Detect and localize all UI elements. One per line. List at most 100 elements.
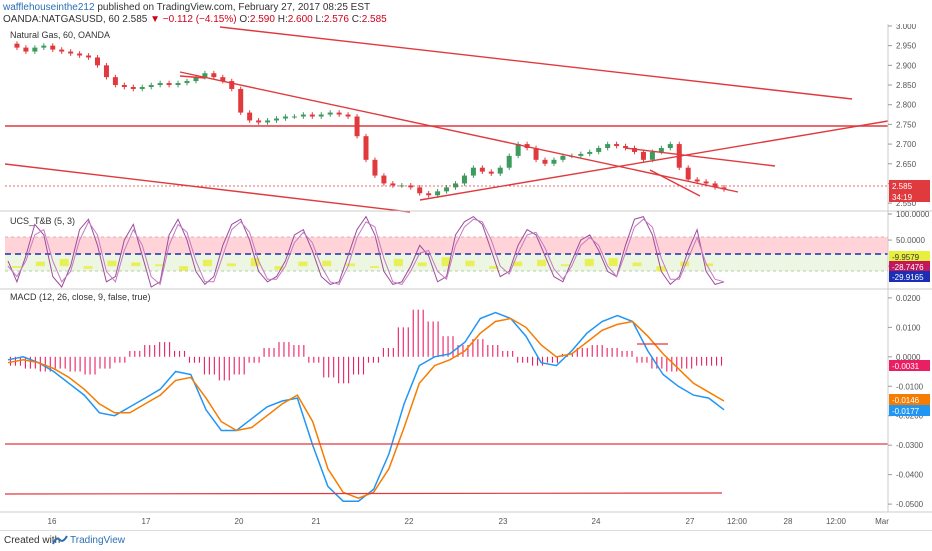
macd-line-badge: -0.0177	[892, 407, 920, 416]
macd-axis-label: -0.0400	[896, 471, 924, 480]
candle-body	[184, 81, 190, 84]
candle-body	[14, 43, 20, 48]
last-price: 2.585	[122, 14, 148, 25]
tradingview-logo-icon[interactable]	[52, 533, 68, 547]
candle-body	[417, 187, 423, 194]
symbol-label[interactable]: OANDA:NATGASUSD, 60	[3, 14, 120, 25]
trendline-descending[interactable]	[179, 71, 739, 193]
ucs-histogram-bar	[393, 258, 403, 267]
time-axis-label: 27	[686, 517, 695, 526]
candle-body	[95, 57, 100, 66]
ucs-histogram-bar	[155, 264, 165, 267]
close-value: 2.585	[361, 14, 387, 25]
ucs-histogram-bar	[537, 259, 547, 267]
candle-body	[23, 47, 29, 52]
candle-body	[256, 120, 262, 123]
ucs-histogram-bar	[370, 266, 379, 268]
ucs-histogram-bar	[107, 260, 117, 267]
candle-body	[59, 49, 65, 52]
candle-body	[229, 81, 235, 89]
ucs-axis-label: 50.0000	[896, 236, 925, 245]
candle-body	[632, 148, 637, 152]
time-axis-label: 12:00	[826, 517, 847, 526]
candle-body	[587, 151, 593, 154]
high-value: 2.600	[287, 14, 313, 25]
macd-hline-lower[interactable]	[4, 492, 723, 495]
candle-body	[605, 144, 611, 149]
candle-body	[667, 144, 673, 149]
ucs-badge-1-bg	[889, 251, 930, 262]
candle-body	[175, 83, 181, 86]
candle-body	[309, 114, 315, 117]
trendline-flag-bottom[interactable]	[649, 169, 701, 197]
chart-background	[0, 24, 932, 530]
author-link[interactable]: wafflehouseinthe212	[3, 2, 95, 13]
price-axis-label: 2.650	[896, 160, 917, 169]
publish-line: wafflehouseinthe212 published on Trading…	[3, 2, 370, 13]
candle-body	[238, 88, 244, 113]
signal-line	[7, 317, 725, 500]
price-axis-label: 2.800	[896, 101, 917, 110]
candle-body	[282, 116, 288, 119]
candle-body	[318, 114, 324, 117]
ucs-histogram-bar	[298, 261, 308, 267]
tradingview-brand-link[interactable]: TradingView	[70, 535, 126, 546]
macd-axis-label: 0.0200	[896, 294, 921, 303]
candle-body	[220, 77, 226, 82]
candle-body	[506, 155, 512, 168]
candle-body	[112, 77, 118, 86]
candle-body	[363, 136, 369, 160]
macd-signal-badge: -0.0146	[892, 396, 920, 405]
time-axis-label: 22	[405, 517, 414, 526]
macd-hist-badge-bg	[889, 360, 930, 371]
current-price-badge: 2.585	[892, 182, 913, 191]
created-with-label: Created with	[4, 535, 61, 546]
candle-body	[658, 148, 664, 152]
high-label: H:	[277, 14, 288, 25]
candle-body	[130, 86, 136, 89]
down-arrow-icon: ▼	[150, 14, 161, 25]
macd-axis-label: 0.0000	[896, 353, 921, 362]
time-axis-label: 12:00	[727, 517, 748, 526]
time-axis-label: 20	[235, 517, 244, 526]
trendline-lower-channel[interactable]	[4, 163, 411, 213]
time-axis-label: 23	[499, 517, 508, 526]
candle-body	[461, 175, 467, 184]
candle-body	[327, 112, 333, 115]
ucs-histogram-bar	[83, 266, 93, 269]
ucs-histogram-bar	[489, 266, 499, 269]
candle-body	[372, 159, 378, 176]
ucs-histogram-bar	[465, 260, 475, 267]
ucs-pane[interactable]: UCS_T&B (5, 3)	[5, 215, 888, 288]
ucs-badge-2: -28.7476	[892, 263, 924, 272]
candle-body	[291, 116, 297, 118]
macd-pane[interactable]: MACD (12, 26, close, 9, false, true)	[4, 292, 888, 502]
trendline-upper-channel[interactable]	[219, 26, 853, 100]
short-resistance-line[interactable]	[179, 75, 206, 79]
price-axis-label: 2.900	[896, 61, 917, 70]
ucs-histogram-bar	[179, 266, 189, 271]
chart-canvas[interactable]: Natural Gas, 60, OANDA UCS_T&B (5, 3) MA…	[0, 24, 932, 530]
macd-axis-label: -0.0300	[896, 441, 924, 450]
candle-body	[300, 114, 306, 117]
candle-body	[426, 193, 432, 196]
time-axis-label: 21	[312, 517, 321, 526]
trendline-ascending[interactable]	[419, 120, 889, 201]
ucs-histogram-bar	[226, 263, 236, 267]
candle-body	[551, 159, 557, 164]
price-pane-title: Natural Gas, 60, OANDA	[10, 30, 110, 40]
symbol-line: OANDA:NATGASUSD, 60 2.585 ▼ −0.112 (−4.1…	[3, 14, 387, 25]
macd-axis-label: -0.0100	[896, 382, 924, 391]
trendline-flag-top[interactable]	[624, 147, 776, 167]
price-pane[interactable]: Natural Gas, 60, OANDA	[4, 26, 889, 213]
candle-body	[533, 148, 539, 160]
candle-body	[103, 65, 109, 78]
macd-axis-label: -0.0500	[896, 500, 924, 509]
ucs-upper-zone	[5, 237, 888, 254]
ucs-histogram-bar	[680, 261, 690, 267]
candle-body	[623, 146, 629, 149]
open-value: 2.590	[249, 14, 275, 25]
candle-body	[381, 175, 387, 184]
candle-body	[202, 73, 208, 78]
ucs-histogram-bar	[274, 266, 284, 270]
